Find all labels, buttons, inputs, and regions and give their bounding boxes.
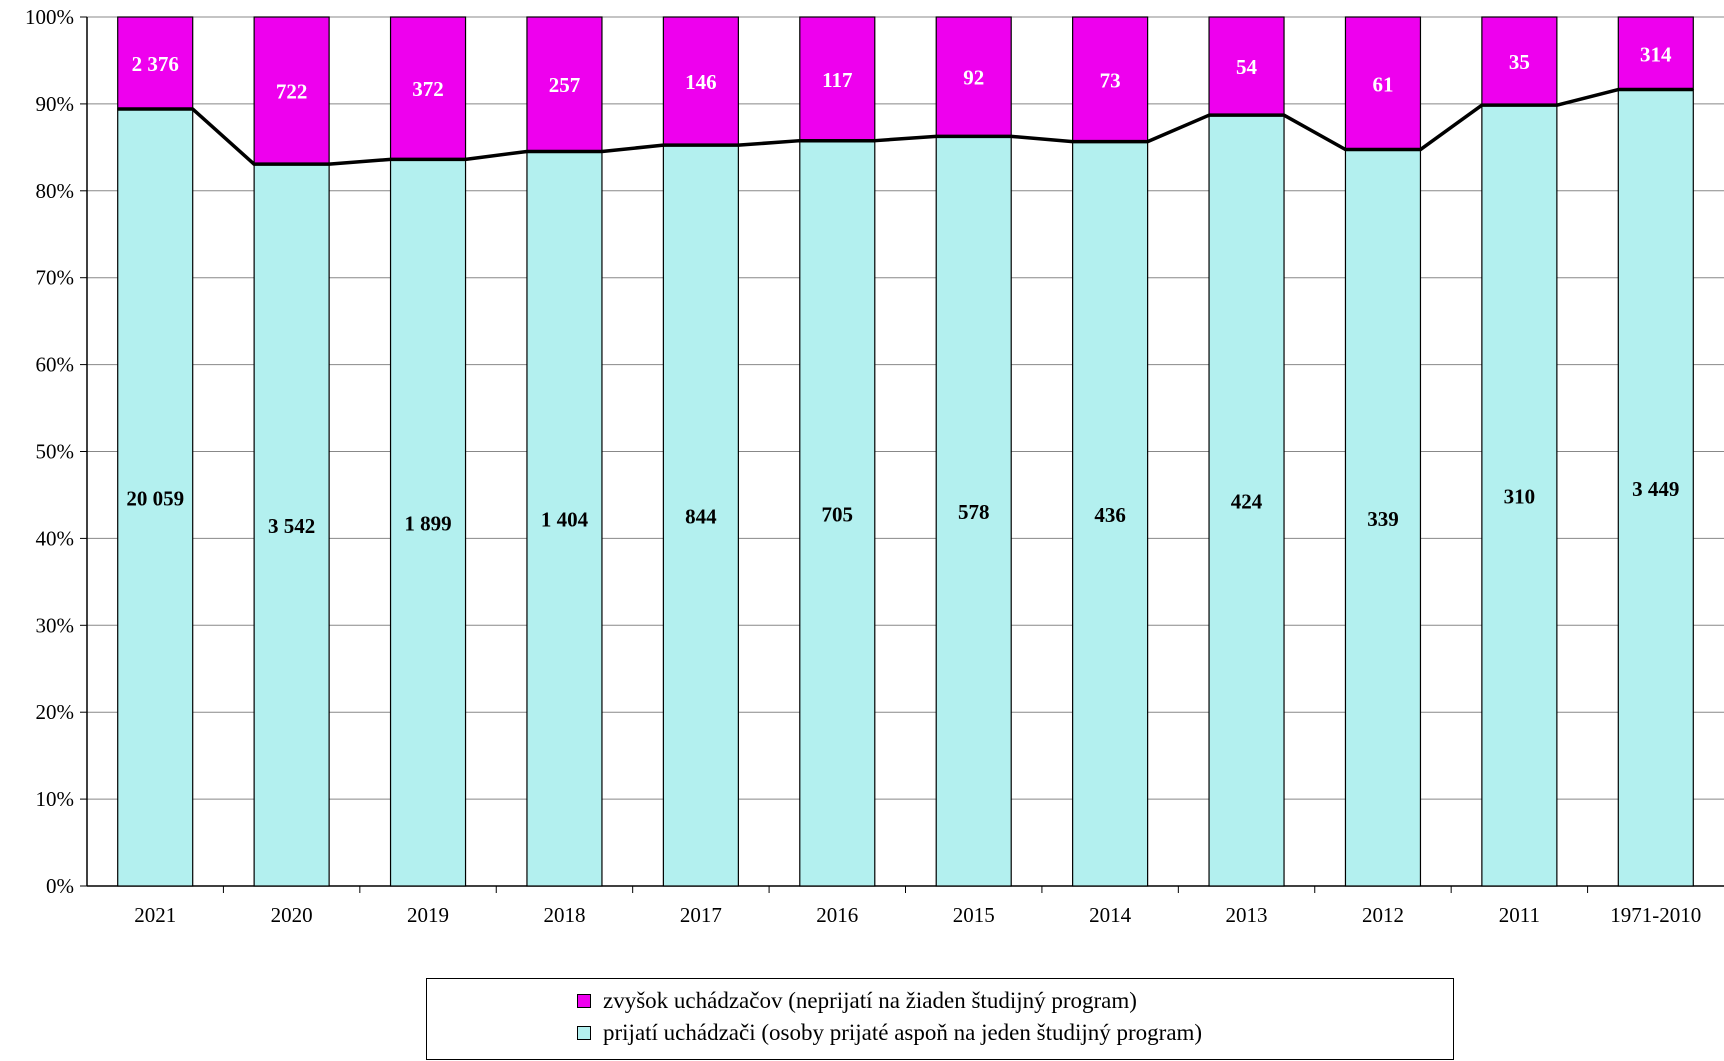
- data-label-rejected: 372: [412, 77, 444, 101]
- data-label-rejected: 722: [276, 80, 308, 104]
- y-tick-label: 80%: [36, 179, 75, 203]
- data-label-accepted: 1 404: [541, 508, 589, 532]
- bars: [117, 16, 1694, 887]
- y-tick-label: 0%: [46, 874, 74, 898]
- data-label-accepted: 1 899: [404, 512, 451, 536]
- data-label-accepted: 424: [1231, 490, 1263, 514]
- x-tick-label: 2016: [816, 903, 858, 927]
- legend-item-rejected: zvyšok uchádzačov (neprijatí na žiaden š…: [577, 987, 1137, 1015]
- bar-accepted: [1208, 114, 1285, 887]
- data-label-accepted: 844: [685, 505, 717, 529]
- bar-rejected: [253, 16, 330, 165]
- data-label-accepted: 436: [1094, 503, 1126, 527]
- legend: zvyšok uchádzačov (neprijatí na žiaden š…: [426, 978, 1454, 1060]
- legend-label-accepted: prijatí uchádzači (osoby prijaté aspoň n…: [603, 1020, 1203, 1045]
- stacked-percent-bar-chart: 0%10%20%30%40%50%60%70%80%90%100% 2 3762…: [25, 5, 1724, 927]
- y-tick-label: 50%: [36, 440, 75, 464]
- bar-accepted: [253, 163, 330, 887]
- data-label-accepted: 3 542: [268, 514, 315, 538]
- legend-swatch-rejected: [577, 994, 591, 1008]
- y-tick-label: 10%: [36, 787, 75, 811]
- y-tick-label: 60%: [36, 353, 75, 377]
- bar-accepted: [1344, 148, 1422, 887]
- share-line: [117, 87, 1694, 166]
- bar-accepted: [935, 135, 1012, 887]
- x-axis-ticks: 2021 2020 2019 2018 2017 2016 2015 2014 2013 2012…: [134, 886, 1701, 927]
- legend-item-accepted: prijatí uchádzači (osoby prijaté aspoň n…: [577, 1019, 1202, 1047]
- data-label-accepted: 3 449: [1632, 477, 1679, 501]
- data-label-rejected: 257: [549, 73, 581, 97]
- y-tick-label: 90%: [36, 92, 75, 116]
- x-tick-label: 2011: [1499, 903, 1540, 927]
- data-label-rejected: 146: [685, 70, 717, 94]
- data-label-accepted: 578: [958, 500, 990, 524]
- series-line-share: [117, 87, 1694, 166]
- bar-rejected: [389, 16, 467, 160]
- data-label-rejected: 92: [963, 66, 984, 90]
- bar-rejected: [935, 16, 1012, 137]
- data-label-rejected: 61: [1372, 72, 1393, 96]
- data-label-accepted: 310: [1504, 485, 1536, 509]
- data-label-rejected: 35: [1509, 50, 1530, 74]
- bar-accepted: [526, 150, 603, 887]
- x-tick-label: 2020: [271, 903, 313, 927]
- data-label-accepted: 20 059: [126, 487, 184, 511]
- data-label-rejected: 314: [1640, 42, 1672, 66]
- bar-accepted: [1072, 141, 1149, 887]
- bar-accepted: [1481, 104, 1558, 887]
- legend-label-rejected: zvyšok uchádzačov (neprijatí na žiaden š…: [603, 988, 1137, 1013]
- y-tick-label: 40%: [36, 526, 75, 550]
- x-tick-label: 2021: [134, 903, 176, 927]
- y-tick-label: 100%: [25, 5, 74, 29]
- bar-accepted: [799, 140, 876, 887]
- x-tick-label: 2015: [953, 903, 995, 927]
- bar-rejected: [526, 16, 603, 153]
- data-label-rejected: 2 376: [132, 52, 179, 76]
- data-labels: 2 376 20 059 722 3 542 372 1 899 257 1 404 146 84…: [126, 42, 1679, 538]
- bar-rejected: [1208, 16, 1285, 116]
- legend-swatch-accepted: [577, 1026, 591, 1040]
- data-label-accepted: 705: [822, 502, 854, 526]
- data-label-accepted: 339: [1367, 507, 1399, 531]
- x-tick-label: 2012: [1362, 903, 1404, 927]
- data-label-rejected: 54: [1236, 55, 1258, 79]
- data-label-rejected: 117: [822, 68, 852, 92]
- gridlines: [87, 16, 1724, 887]
- bar-accepted: [117, 108, 194, 887]
- x-tick-label: 2017: [680, 903, 722, 927]
- bar-rejected: [799, 16, 876, 142]
- y-tick-label: 20%: [36, 700, 75, 724]
- x-tick-label: 1971-2010: [1610, 903, 1701, 927]
- bar-accepted: [1617, 88, 1694, 887]
- data-label-rejected: 73: [1100, 68, 1121, 92]
- bar-rejected: [662, 16, 739, 146]
- y-tick-label: 30%: [36, 613, 75, 637]
- x-tick-label: 2014: [1089, 903, 1132, 927]
- bar-rejected: [1481, 16, 1558, 106]
- x-tick-label: 2018: [543, 903, 585, 927]
- x-tick-label: 2013: [1226, 903, 1268, 927]
- bar-accepted: [389, 158, 467, 887]
- y-tick-label: 70%: [36, 266, 75, 290]
- bar-accepted: [662, 144, 739, 887]
- bar-rejected: [1072, 16, 1149, 143]
- x-tick-label: 2019: [407, 903, 449, 927]
- bar-rejected: [117, 16, 194, 110]
